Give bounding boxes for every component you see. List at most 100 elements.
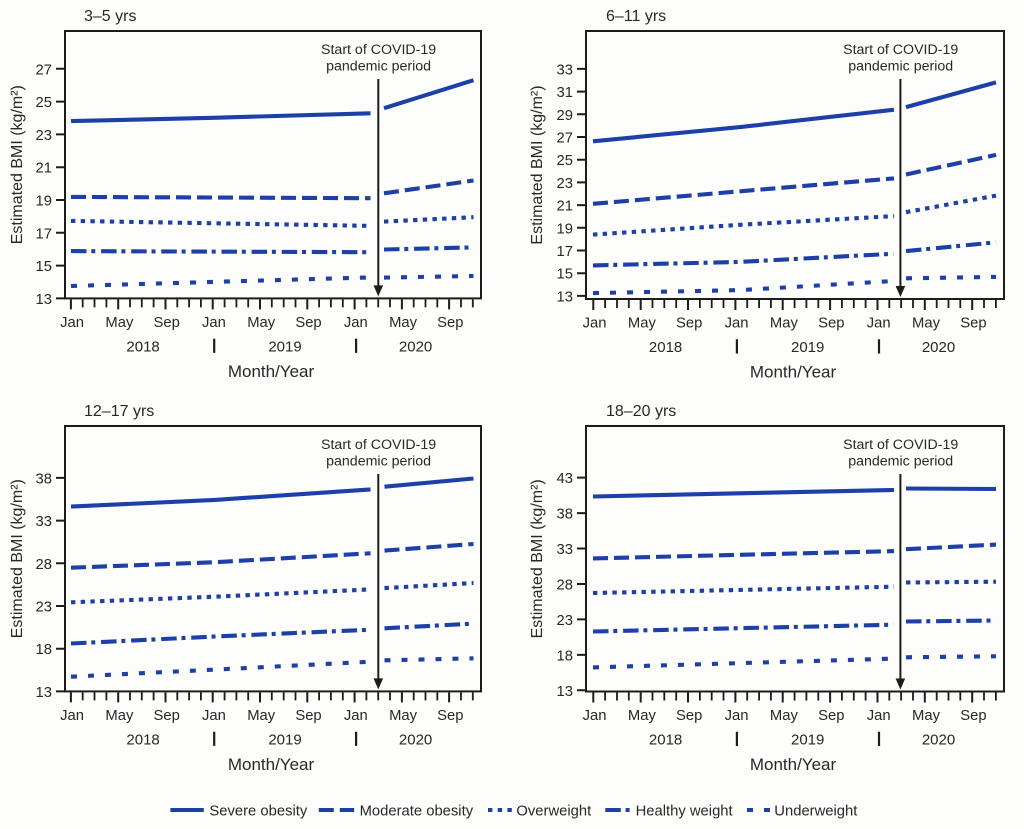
svg-text:Jan: Jan bbox=[202, 315, 226, 331]
svg-text:18: 18 bbox=[36, 642, 52, 658]
svg-text:Start of COVID-19: Start of COVID-19 bbox=[843, 437, 958, 453]
svg-text:38: 38 bbox=[557, 507, 573, 523]
svg-text:May: May bbox=[770, 316, 799, 332]
svg-text:May: May bbox=[105, 708, 134, 724]
svg-text:2019: 2019 bbox=[268, 338, 301, 355]
svg-text:May: May bbox=[389, 708, 418, 724]
svg-text:28: 28 bbox=[36, 557, 52, 573]
svg-text:Moderate obesity: Moderate obesity bbox=[360, 804, 474, 820]
svg-text:2020: 2020 bbox=[399, 731, 432, 748]
svg-text:pandemic period: pandemic period bbox=[848, 453, 953, 469]
svg-text:May: May bbox=[770, 708, 799, 724]
svg-text:2019: 2019 bbox=[268, 731, 301, 748]
svg-text:2018: 2018 bbox=[649, 732, 682, 749]
svg-text:May: May bbox=[628, 708, 657, 724]
svg-text:Jan: Jan bbox=[725, 708, 749, 724]
svg-text:15: 15 bbox=[557, 267, 573, 283]
svg-text:Jan: Jan bbox=[344, 315, 368, 331]
svg-text:33: 33 bbox=[557, 542, 573, 558]
svg-text:Jan: Jan bbox=[867, 708, 891, 724]
svg-text:29: 29 bbox=[557, 108, 573, 124]
svg-text:Estimated BMI (kg/m²): Estimated BMI (kg/m²) bbox=[9, 479, 26, 638]
svg-text:Jan: Jan bbox=[344, 708, 368, 724]
svg-text:19: 19 bbox=[36, 194, 52, 210]
svg-text:2020: 2020 bbox=[922, 339, 955, 356]
svg-text:May: May bbox=[247, 708, 276, 724]
svg-text:25: 25 bbox=[557, 153, 573, 169]
svg-text:Start of COVID-19: Start of COVID-19 bbox=[321, 437, 436, 453]
svg-text:Estimated BMI (kg/m²): Estimated BMI (kg/m²) bbox=[529, 479, 546, 638]
svg-text:2019: 2019 bbox=[791, 732, 824, 749]
svg-text:May: May bbox=[247, 315, 276, 331]
svg-text:May: May bbox=[912, 316, 941, 332]
svg-text:2020: 2020 bbox=[399, 338, 432, 355]
svg-text:May: May bbox=[912, 708, 941, 724]
svg-text:Start of COVID-19: Start of COVID-19 bbox=[843, 42, 958, 58]
svg-text:May: May bbox=[389, 315, 418, 331]
svg-text:13: 13 bbox=[36, 292, 52, 308]
svg-text:15: 15 bbox=[36, 259, 52, 275]
svg-text:28: 28 bbox=[557, 578, 573, 594]
svg-text:25: 25 bbox=[36, 95, 52, 111]
svg-text:Healthy weight: Healthy weight bbox=[636, 804, 733, 820]
svg-text:6–11 yrs: 6–11 yrs bbox=[606, 8, 666, 25]
svg-text:2019: 2019 bbox=[791, 339, 824, 356]
svg-text:Sep: Sep bbox=[676, 316, 702, 332]
svg-text:Jan: Jan bbox=[867, 316, 891, 332]
svg-text:19: 19 bbox=[557, 221, 573, 237]
svg-text:Sep: Sep bbox=[960, 708, 986, 724]
svg-text:13: 13 bbox=[36, 685, 52, 701]
svg-text:2020: 2020 bbox=[922, 732, 955, 749]
svg-text:Sep: Sep bbox=[437, 315, 463, 331]
svg-text:21: 21 bbox=[36, 161, 52, 177]
svg-text:17: 17 bbox=[557, 244, 573, 260]
svg-text:18–20 yrs: 18–20 yrs bbox=[606, 403, 676, 420]
svg-text:Overweight: Overweight bbox=[516, 804, 591, 820]
svg-text:Estimated BMI (kg/m²): Estimated BMI (kg/m²) bbox=[529, 85, 546, 244]
svg-text:17: 17 bbox=[36, 226, 52, 242]
svg-text:Jan: Jan bbox=[725, 316, 749, 332]
svg-text:pandemic period: pandemic period bbox=[848, 58, 953, 74]
svg-text:21: 21 bbox=[557, 199, 573, 215]
svg-text:Sep: Sep bbox=[437, 708, 463, 724]
svg-text:12–17 yrs: 12–17 yrs bbox=[84, 403, 154, 420]
svg-text:38: 38 bbox=[36, 471, 52, 487]
svg-text:3–5 yrs: 3–5 yrs bbox=[84, 8, 136, 25]
svg-text:Sep: Sep bbox=[818, 708, 844, 724]
svg-text:Sep: Sep bbox=[295, 708, 321, 724]
svg-text:23: 23 bbox=[36, 600, 52, 616]
svg-text:27: 27 bbox=[36, 62, 52, 78]
svg-text:Jan: Jan bbox=[60, 708, 84, 724]
svg-text:Sep: Sep bbox=[676, 708, 702, 724]
svg-text:pandemic period: pandemic period bbox=[326, 58, 431, 74]
svg-text:18: 18 bbox=[557, 648, 573, 664]
svg-text:33: 33 bbox=[36, 514, 52, 530]
svg-text:Sep: Sep bbox=[295, 315, 321, 331]
svg-text:Estimated BMI (kg/m²): Estimated BMI (kg/m²) bbox=[9, 85, 26, 244]
svg-text:2018: 2018 bbox=[126, 731, 159, 748]
svg-text:27: 27 bbox=[557, 131, 573, 147]
svg-text:23: 23 bbox=[36, 128, 52, 144]
svg-text:43: 43 bbox=[557, 471, 573, 487]
svg-text:23: 23 bbox=[557, 613, 573, 629]
svg-text:13: 13 bbox=[557, 684, 573, 700]
svg-text:Jan: Jan bbox=[60, 315, 84, 331]
svg-text:Month/Year: Month/Year bbox=[750, 363, 837, 382]
svg-text:Start of COVID-19: Start of COVID-19 bbox=[321, 42, 436, 58]
svg-text:2018: 2018 bbox=[649, 339, 682, 356]
svg-text:May: May bbox=[105, 315, 134, 331]
svg-text:Sep: Sep bbox=[960, 316, 986, 332]
svg-text:Month/Year: Month/Year bbox=[228, 362, 315, 381]
svg-text:Month/Year: Month/Year bbox=[750, 755, 837, 774]
svg-text:33: 33 bbox=[557, 62, 573, 78]
svg-text:13: 13 bbox=[557, 289, 573, 305]
svg-text:Underweight: Underweight bbox=[774, 804, 857, 820]
svg-text:pandemic period: pandemic period bbox=[326, 453, 431, 469]
svg-text:Jan: Jan bbox=[583, 708, 607, 724]
svg-text:Sep: Sep bbox=[154, 315, 180, 331]
svg-text:Severe obesity: Severe obesity bbox=[209, 804, 307, 820]
svg-text:2018: 2018 bbox=[126, 338, 159, 355]
svg-text:Sep: Sep bbox=[154, 708, 180, 724]
svg-text:Jan: Jan bbox=[583, 316, 607, 332]
svg-text:Sep: Sep bbox=[818, 316, 844, 332]
